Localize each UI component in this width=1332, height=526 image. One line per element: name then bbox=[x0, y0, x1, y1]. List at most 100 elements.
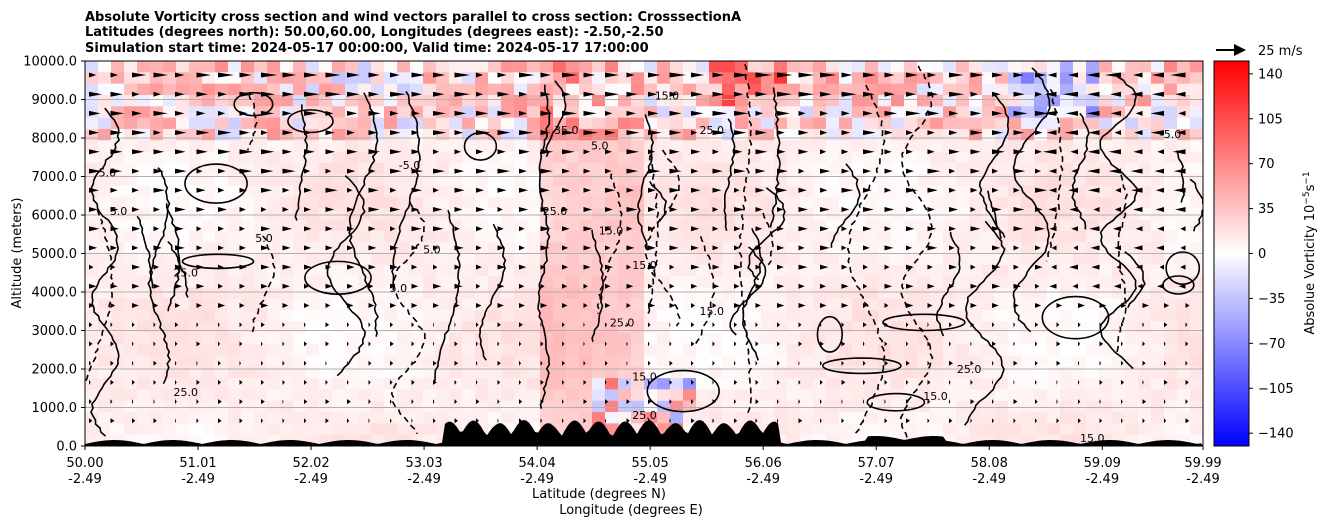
wind-vector bbox=[992, 379, 994, 385]
wind-vector bbox=[712, 72, 724, 78]
wind-vector bbox=[798, 379, 801, 385]
field-cell bbox=[1086, 83, 1100, 96]
wind-vector bbox=[519, 72, 535, 78]
field-cell bbox=[878, 230, 892, 243]
field-cell bbox=[163, 94, 177, 107]
field-cell bbox=[306, 310, 320, 323]
field-cell bbox=[1099, 276, 1113, 289]
field-cell bbox=[826, 321, 840, 334]
field-cell bbox=[228, 310, 242, 323]
field-cell bbox=[865, 94, 879, 107]
field-cell bbox=[228, 117, 242, 130]
field-cell bbox=[527, 242, 541, 255]
field-cell bbox=[813, 185, 827, 198]
field-cell bbox=[1151, 264, 1165, 277]
wind-vector bbox=[648, 322, 651, 328]
field-cell bbox=[306, 321, 320, 334]
field-cell bbox=[1151, 332, 1165, 345]
field-cell bbox=[865, 264, 879, 277]
field-cell bbox=[930, 174, 944, 187]
field-cell bbox=[137, 389, 151, 402]
field-cell bbox=[371, 276, 385, 289]
field-cell bbox=[839, 174, 853, 187]
field-cell bbox=[306, 355, 320, 368]
field-cell bbox=[969, 94, 983, 107]
field-cell bbox=[735, 117, 749, 130]
field-cell bbox=[1086, 332, 1100, 345]
contour-loop bbox=[184, 163, 248, 204]
wind-vector bbox=[196, 110, 206, 116]
field-cell bbox=[618, 412, 632, 424]
wind-vector bbox=[1013, 399, 1018, 405]
field-cell bbox=[904, 72, 918, 85]
field-cell bbox=[904, 219, 918, 232]
field-cell bbox=[1177, 140, 1191, 153]
wind-vector bbox=[132, 226, 141, 232]
field-cell bbox=[1060, 423, 1074, 436]
field-cell bbox=[618, 196, 632, 209]
field-cell bbox=[605, 276, 619, 289]
wind-vector bbox=[325, 187, 338, 193]
wind-vector bbox=[196, 226, 202, 232]
field-cell bbox=[397, 219, 411, 232]
field-cell bbox=[787, 242, 801, 255]
field-cell bbox=[189, 378, 203, 390]
wind-vector bbox=[906, 91, 916, 97]
field-cell bbox=[670, 106, 684, 119]
field-cell bbox=[124, 185, 138, 198]
wind-vector bbox=[519, 149, 530, 155]
field-cell bbox=[189, 185, 203, 198]
field-cell bbox=[293, 321, 307, 334]
field-cell bbox=[943, 264, 957, 277]
field-cell bbox=[150, 208, 164, 221]
field-cell bbox=[852, 219, 866, 232]
field-cell bbox=[644, 174, 658, 187]
wind-vector bbox=[992, 303, 999, 308]
wind-vector bbox=[1013, 360, 1018, 366]
field-cell bbox=[280, 321, 294, 334]
field-cell bbox=[1060, 264, 1074, 277]
wind-vector bbox=[433, 418, 436, 424]
field-cell bbox=[696, 140, 710, 153]
field-cell bbox=[176, 434, 190, 446]
wind-vector bbox=[734, 264, 742, 270]
field-cell bbox=[293, 412, 307, 424]
field-cell bbox=[137, 366, 151, 379]
wind-vector bbox=[1067, 72, 1078, 78]
wind-vector bbox=[218, 130, 232, 136]
field-cell bbox=[449, 72, 463, 85]
field-cell bbox=[1073, 389, 1087, 402]
field-cell bbox=[579, 344, 593, 357]
field-cell bbox=[904, 61, 918, 73]
wind-vector bbox=[325, 168, 332, 174]
field-cell bbox=[1164, 140, 1178, 153]
field-cell bbox=[878, 83, 892, 96]
field-cell bbox=[800, 276, 814, 289]
field-cell bbox=[1125, 174, 1139, 187]
field-cell bbox=[748, 321, 762, 334]
field-cell bbox=[1073, 253, 1087, 266]
field-cell bbox=[800, 310, 814, 323]
contour-line bbox=[830, 163, 861, 248]
field-cell bbox=[462, 230, 476, 243]
field-cell bbox=[1125, 94, 1139, 107]
field-cell bbox=[605, 162, 619, 175]
field-cell bbox=[787, 264, 801, 277]
field-cell bbox=[826, 264, 840, 277]
contour-label: 15.0 bbox=[655, 90, 680, 103]
field-cell bbox=[930, 61, 944, 73]
wind-vector bbox=[89, 226, 100, 232]
field-cell bbox=[1125, 140, 1139, 153]
field-cell bbox=[1060, 344, 1074, 357]
field-cell bbox=[800, 242, 814, 255]
field-cell bbox=[1034, 378, 1048, 390]
field-cell bbox=[579, 162, 593, 175]
field-cell bbox=[1151, 196, 1165, 209]
wind-vector bbox=[562, 226, 570, 232]
wind-vector bbox=[218, 207, 227, 212]
wind-vector bbox=[519, 360, 521, 366]
field-cell bbox=[527, 61, 541, 73]
field-cell bbox=[332, 264, 346, 277]
field-cell bbox=[1047, 344, 1061, 357]
field-cell bbox=[1073, 242, 1087, 255]
